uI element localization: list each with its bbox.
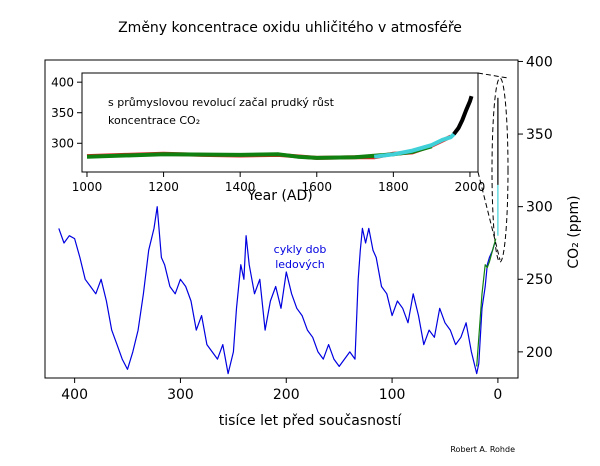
series-line: [476, 238, 497, 367]
x-tick-label: 300: [167, 387, 194, 403]
series-line: [58, 206, 496, 375]
x-tick-label: 1000: [72, 180, 103, 194]
annotation: ledových: [275, 258, 325, 271]
zoom-guide: [477, 72, 509, 261]
x-tick-label: 200: [273, 387, 300, 403]
x-tick-label: 1600: [301, 180, 332, 194]
y-tick-label: 250: [526, 272, 553, 288]
y-axis-label: CO₂ (ppm): [566, 195, 582, 268]
credit: Robert A. Rohde: [450, 445, 515, 454]
y-tick-label: 300: [51, 136, 74, 150]
series-line: [373, 132, 456, 159]
annotation: koncentrace CO₂: [108, 114, 200, 127]
y-tick-label: 400: [526, 54, 553, 70]
annotation: cykly dob: [274, 243, 327, 256]
zoom-ellipse: [491, 77, 509, 263]
x-axis-label: Year (AD): [246, 188, 312, 204]
y-tick-label: 300: [526, 200, 553, 216]
y-tick-label: 200: [526, 345, 553, 361]
x-tick-label: 400: [61, 387, 88, 403]
x-axis-label: tisíce let před současností: [219, 413, 403, 429]
y-tick-label: 350: [526, 127, 553, 143]
x-tick-label: 2000: [455, 180, 486, 194]
y-tick-label: 400: [51, 75, 74, 89]
x-tick-label: 1800: [378, 180, 409, 194]
y-tick-label: 350: [51, 106, 74, 120]
x-tick-label: 100: [379, 387, 406, 403]
x-tick-label: 0: [493, 387, 502, 403]
annotation: s průmyslovou revolucí začal prudký růst: [108, 96, 335, 109]
x-tick-label: 1200: [148, 180, 179, 194]
chart-title: Změny koncentrace oxidu uhličitého v atm…: [118, 20, 462, 36]
plot-frame: [44, 59, 519, 379]
plot-frame: [81, 72, 479, 173]
series-line: [452, 95, 474, 136]
x-tick-label: 1400: [225, 180, 256, 194]
